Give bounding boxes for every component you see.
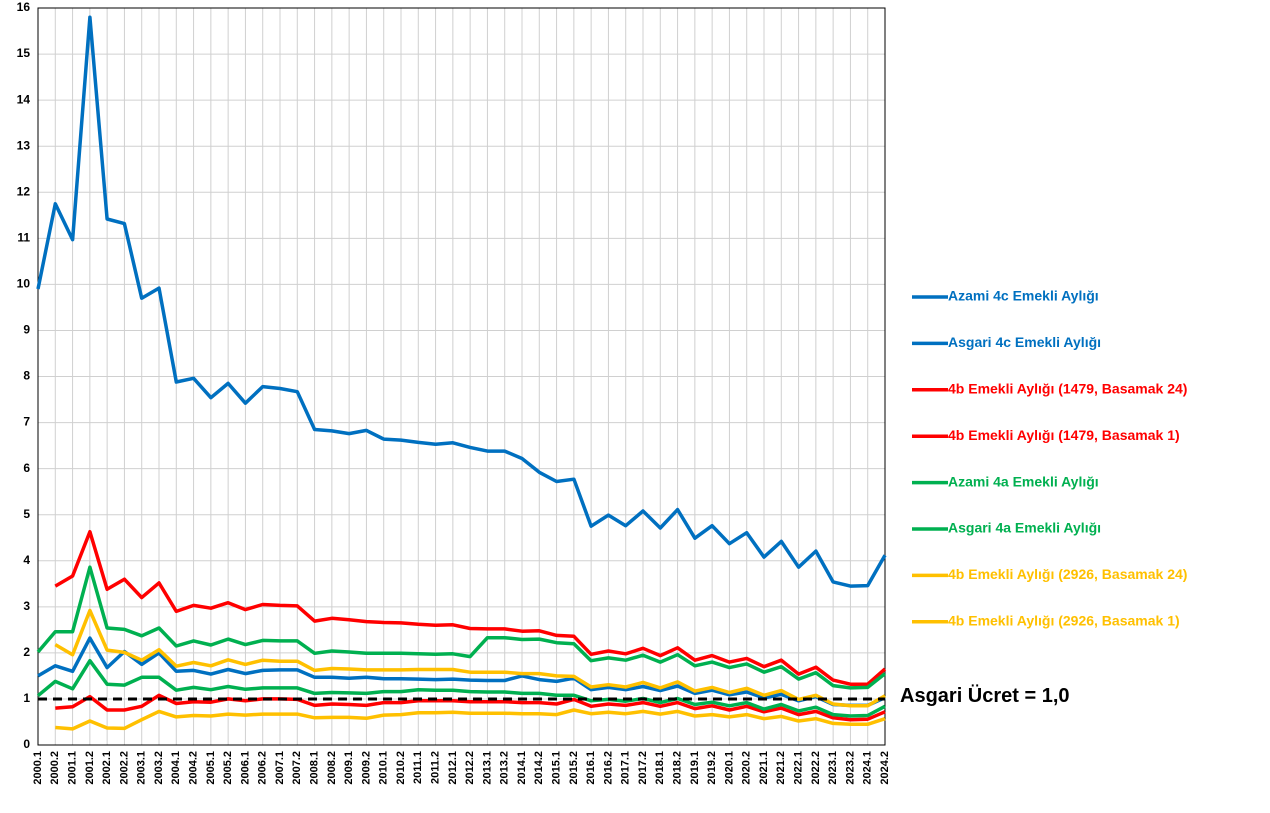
y-tick-label: 11 — [17, 230, 30, 244]
y-tick-label: 5 — [23, 507, 30, 521]
x-tick-label: 2011.1 — [412, 751, 424, 784]
plot-frame — [37, 7, 886, 746]
x-tick-label: 2013.1 — [481, 751, 493, 785]
x-tick-label: 2012.1 — [447, 751, 459, 785]
x-tick-label: 2000.2 — [49, 751, 61, 785]
x-tick-label: 2022.2 — [810, 751, 822, 785]
series-line — [36, 658, 886, 718]
x-tick-label: 2012.2 — [464, 751, 476, 785]
x-tick-label: 2024.2 — [879, 751, 891, 785]
y-tick-label: 14 — [17, 92, 31, 106]
y-tick-label: 1 — [23, 691, 30, 705]
x-tick-label: 2004.1 — [170, 751, 182, 785]
x-tick-label: 2017.1 — [620, 751, 632, 785]
y-tick-label: 0 — [23, 737, 30, 751]
x-tick-label: 2007.1 — [274, 751, 286, 785]
x-tick-label: 2001.1 — [66, 751, 78, 785]
x-tick-label: 2018.2 — [671, 751, 683, 785]
legend-label: 4b Emekli Aylığı (2926, Basamak 24) — [948, 566, 1187, 582]
x-tick-label: 2016.1 — [585, 751, 597, 785]
x-tick-label: 2023.1 — [827, 751, 839, 785]
legend-label: 4b Emekli Aylığı (2926, Basamak 1) — [948, 613, 1180, 629]
y-tick-label: 6 — [23, 461, 30, 475]
x-tick-label: 2022.1 — [792, 751, 804, 785]
x-tick-label: 2020.2 — [741, 751, 753, 785]
x-tick-label: 2018.1 — [654, 751, 666, 785]
y-tick-label: 12 — [17, 184, 31, 198]
x-tick-label: 2017.2 — [637, 751, 649, 785]
series-line — [55, 693, 886, 722]
x-tick-label: 2020.1 — [723, 751, 735, 785]
x-tick-label: 2009.2 — [360, 751, 372, 785]
x-tick-label: 2007.2 — [291, 751, 303, 785]
x-tick-label: 2019.2 — [706, 751, 718, 785]
x-tick-label: 2016.2 — [602, 751, 614, 785]
series-lines — [36, 15, 887, 731]
x-tick-label: 2014.1 — [516, 751, 528, 785]
y-tick-label: 7 — [23, 415, 30, 429]
y-tick-label: 4 — [23, 553, 30, 567]
y-tick-label: 3 — [23, 599, 30, 613]
legend-label: 4b Emekli Aylığı (1479, Basamak 1) — [948, 427, 1180, 443]
x-tick-label: 2021.1 — [758, 751, 770, 785]
series-line — [55, 708, 886, 731]
y-tick-label: 9 — [23, 323, 30, 337]
series-line — [36, 15, 887, 588]
x-tick-label: 2009.1 — [343, 751, 355, 785]
x-tick-label: 2006.1 — [239, 751, 251, 785]
legend-label: Asgari 4c Emekli Aylığı — [948, 334, 1101, 350]
y-tick-label: 15 — [17, 46, 31, 60]
x-tick-label: 2015.1 — [550, 751, 562, 785]
x-tick-label: 2005.1 — [205, 751, 217, 785]
x-tick-label: 2011.2 — [429, 751, 441, 784]
x-tick-label: 2003.2 — [153, 751, 165, 785]
series-line — [36, 565, 887, 690]
x-tick-label: 2002.1 — [101, 751, 113, 785]
x-tick-label: 2019.1 — [689, 751, 701, 785]
series-line — [54, 608, 886, 708]
x-tick-label: 2014.2 — [533, 751, 545, 785]
x-tick-label: 2004.2 — [187, 751, 199, 785]
x-tick-label: 2010.2 — [395, 751, 407, 785]
x-tick-label: 2005.2 — [222, 751, 234, 785]
y-tick-label: 2 — [23, 645, 30, 659]
x-tick-label: 2003.1 — [136, 751, 148, 785]
reference-label: Asgari Ücret = 1,0 — [900, 684, 1070, 707]
x-tick-label: 2013.2 — [499, 751, 511, 785]
y-tick-label: 13 — [17, 138, 31, 152]
x-tick-label: 2001.2 — [84, 751, 96, 785]
x-tick-label: 2006.2 — [257, 751, 269, 785]
series-line — [37, 636, 886, 708]
x-tick-label: 2008.2 — [326, 751, 338, 785]
x-tick-label: 2002.2 — [118, 751, 130, 785]
x-tick-label: 2024.1 — [862, 751, 874, 785]
legend-label: 4b Emekli Aylığı (1479, Basamak 24) — [948, 381, 1187, 397]
series-line — [54, 529, 887, 686]
x-tick-label: 2000.1 — [32, 751, 44, 785]
y-tick-label: 10 — [17, 277, 31, 291]
x-tick-label: 2015.2 — [568, 751, 580, 785]
legend-label: Azami 4a Emekli Aylığı — [948, 473, 1099, 489]
y-tick-label: 8 — [23, 369, 30, 383]
y-tick-label: 16 — [17, 0, 31, 14]
legend-label: Asgari 4a Emekli Aylığı — [948, 520, 1101, 536]
x-tick-label: 2021.2 — [775, 751, 787, 785]
x-tick-label: 2008.1 — [308, 751, 320, 785]
x-tick-label: 2023.2 — [844, 751, 856, 785]
legend-label: Azami 4c Emekli Aylığı — [948, 288, 1099, 304]
x-tick-label: 2010.1 — [378, 751, 390, 785]
